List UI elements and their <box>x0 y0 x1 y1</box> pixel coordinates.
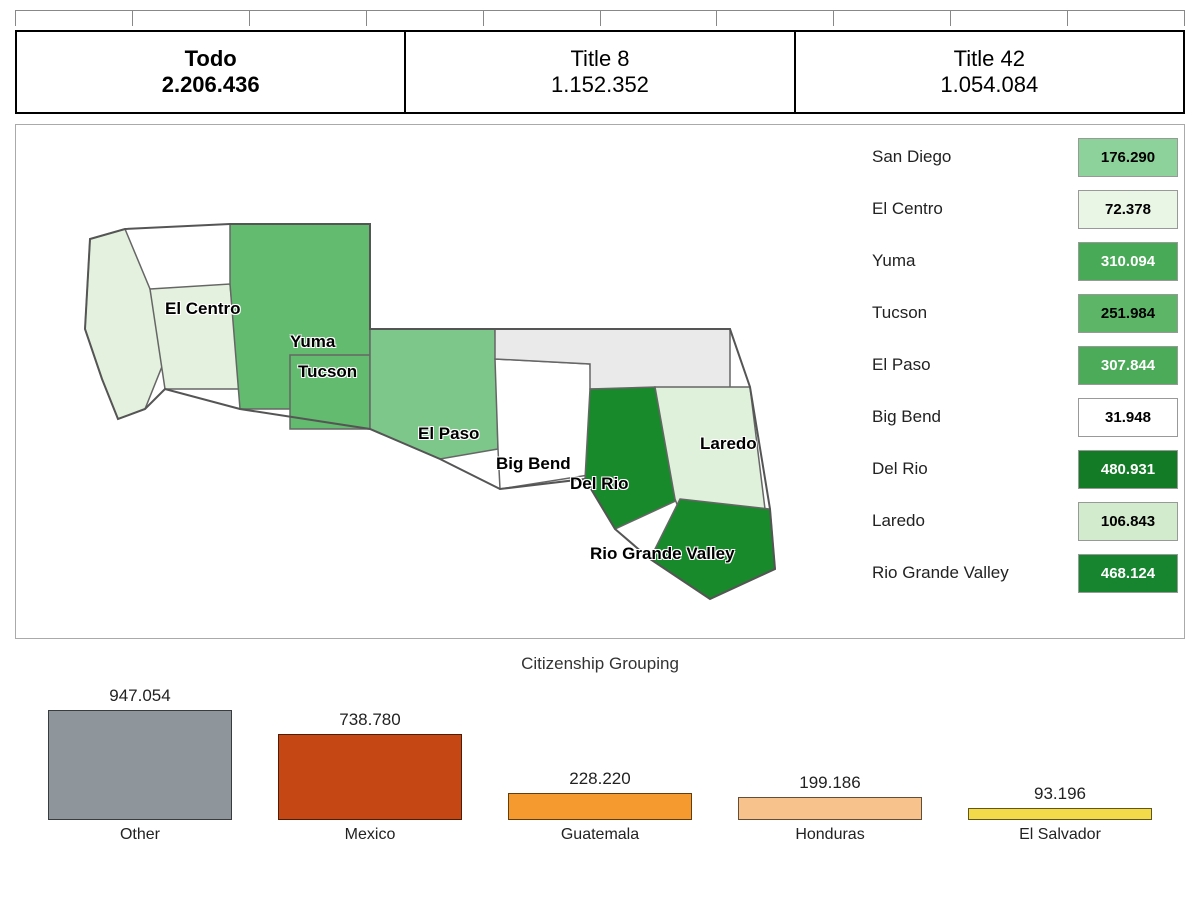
bar-rect <box>508 793 693 820</box>
bar-label: Other <box>120 826 160 844</box>
sector-value: 480.931 <box>1078 450 1178 489</box>
map-label-big-bend: Big Bend <box>496 454 571 473</box>
sector-value: 468.124 <box>1078 554 1178 593</box>
content-row: El CentroYumaTucsonEl PasoBig BendDel Ri… <box>15 124 1185 639</box>
bar-value: 228.220 <box>569 769 630 789</box>
bar-label: Honduras <box>795 826 864 844</box>
sector-name: Big Bend <box>872 407 1070 427</box>
map-label-el-paso: El Paso <box>418 424 479 443</box>
bar-mexico[interactable]: 738.780 Mexico <box>265 710 475 844</box>
summary-cell-0: Todo2.206.436 <box>17 32 406 112</box>
sector-name: El Centro <box>872 199 1070 219</box>
sector-value: 251.984 <box>1078 294 1178 333</box>
summary-value: 2.206.436 <box>27 72 394 98</box>
bar-track: 947.054 Other 738.780 Mexico 228.220 Guatemal… <box>15 684 1185 844</box>
bar-rect <box>968 808 1153 820</box>
sector-table: San Diego 176.290 El Centro 72.378 Yuma 310.0… <box>870 129 1180 634</box>
summary-value: 1.054.084 <box>806 72 1173 98</box>
citizenship-title: Citizenship Grouping <box>15 654 1185 674</box>
bar-value: 93.196 <box>1034 784 1086 804</box>
sector-row-san-diego[interactable]: San Diego 176.290 <box>872 135 1178 179</box>
sector-name: Yuma <box>872 251 1070 271</box>
sectors-map: El Centro Yuma Tucson El Paso Big BendDel Ri… <box>20 129 860 629</box>
ruler-strip <box>15 10 1185 26</box>
bar-value: 947.054 <box>109 686 170 706</box>
sector-value: 106.843 <box>1078 502 1178 541</box>
sector-row-rio-grande-valley[interactable]: Rio Grande Valley 468.124 <box>872 551 1178 595</box>
summary-value: 1.152.352 <box>416 72 783 98</box>
summary-title: Todo <box>27 46 394 72</box>
summary-cell-2: Title 421.054.084 <box>796 32 1183 112</box>
bar-label: Mexico <box>345 826 396 844</box>
bar-honduras[interactable]: 199.186 Honduras <box>725 773 935 844</box>
bar-guatemala[interactable]: 228.220 Guatemala <box>495 769 705 844</box>
sector-row-el-centro[interactable]: El Centro 72.378 <box>872 187 1178 231</box>
sector-row-del-rio[interactable]: Del Rio 480.931 <box>872 447 1178 491</box>
summary-title: Title 42 <box>806 46 1173 72</box>
sector-name: Rio Grande Valley <box>872 563 1070 583</box>
sector-row-yuma[interactable]: Yuma 310.094 <box>872 239 1178 283</box>
sector-row-tucson[interactable]: Tucson 251.984 <box>872 291 1178 335</box>
sector-row-el-paso[interactable]: El Paso 307.844 <box>872 343 1178 387</box>
sector-name: San Diego <box>872 147 1070 167</box>
map-label-el-centro: El Centro <box>165 299 241 318</box>
summary-row: Todo2.206.436Title 81.152.352Title 421.0… <box>15 30 1185 114</box>
bar-rect <box>738 797 923 820</box>
map-panel: El Centro Yuma Tucson El Paso Big BendDel Ri… <box>20 129 860 634</box>
map-label-del-rio: Del Rio <box>570 474 629 493</box>
sector-row-laredo[interactable]: Laredo 106.843 <box>872 499 1178 543</box>
sector-value: 31.948 <box>1078 398 1178 437</box>
bar-label: Guatemala <box>561 826 639 844</box>
sector-value: 310.094 <box>1078 242 1178 281</box>
summary-title: Title 8 <box>416 46 783 72</box>
sector-name: El Paso <box>872 355 1070 375</box>
citizenship-chart: Citizenship Grouping 947.054 Other 738.780… <box>15 654 1185 844</box>
summary-cell-1: Title 81.152.352 <box>406 32 795 112</box>
sector-value: 307.844 <box>1078 346 1178 385</box>
sector-name: Del Rio <box>872 459 1070 479</box>
sector-name: Laredo <box>872 511 1070 531</box>
bar-label: El Salvador <box>1019 826 1101 844</box>
bar-rect <box>48 710 233 820</box>
map-label-rio-grande-valley: Rio Grande Valley <box>590 544 735 563</box>
bar-rect <box>278 734 463 820</box>
map-label-yuma: Yuma <box>290 332 336 351</box>
bar-other[interactable]: 947.054 Other <box>35 686 245 844</box>
map-region-san-diego[interactable] <box>85 229 165 419</box>
map-label-tucson: Tucson <box>298 362 357 381</box>
bar-el-salvador[interactable]: 93.196 El Salvador <box>955 784 1165 844</box>
sector-row-big-bend[interactable]: Big Bend 31.948 <box>872 395 1178 439</box>
bar-value: 738.780 <box>339 710 400 730</box>
sector-value: 176.290 <box>1078 138 1178 177</box>
bar-value: 199.186 <box>799 773 860 793</box>
map-label-laredo: Laredo <box>700 434 757 453</box>
sector-value: 72.378 <box>1078 190 1178 229</box>
sector-name: Tucson <box>872 303 1070 323</box>
